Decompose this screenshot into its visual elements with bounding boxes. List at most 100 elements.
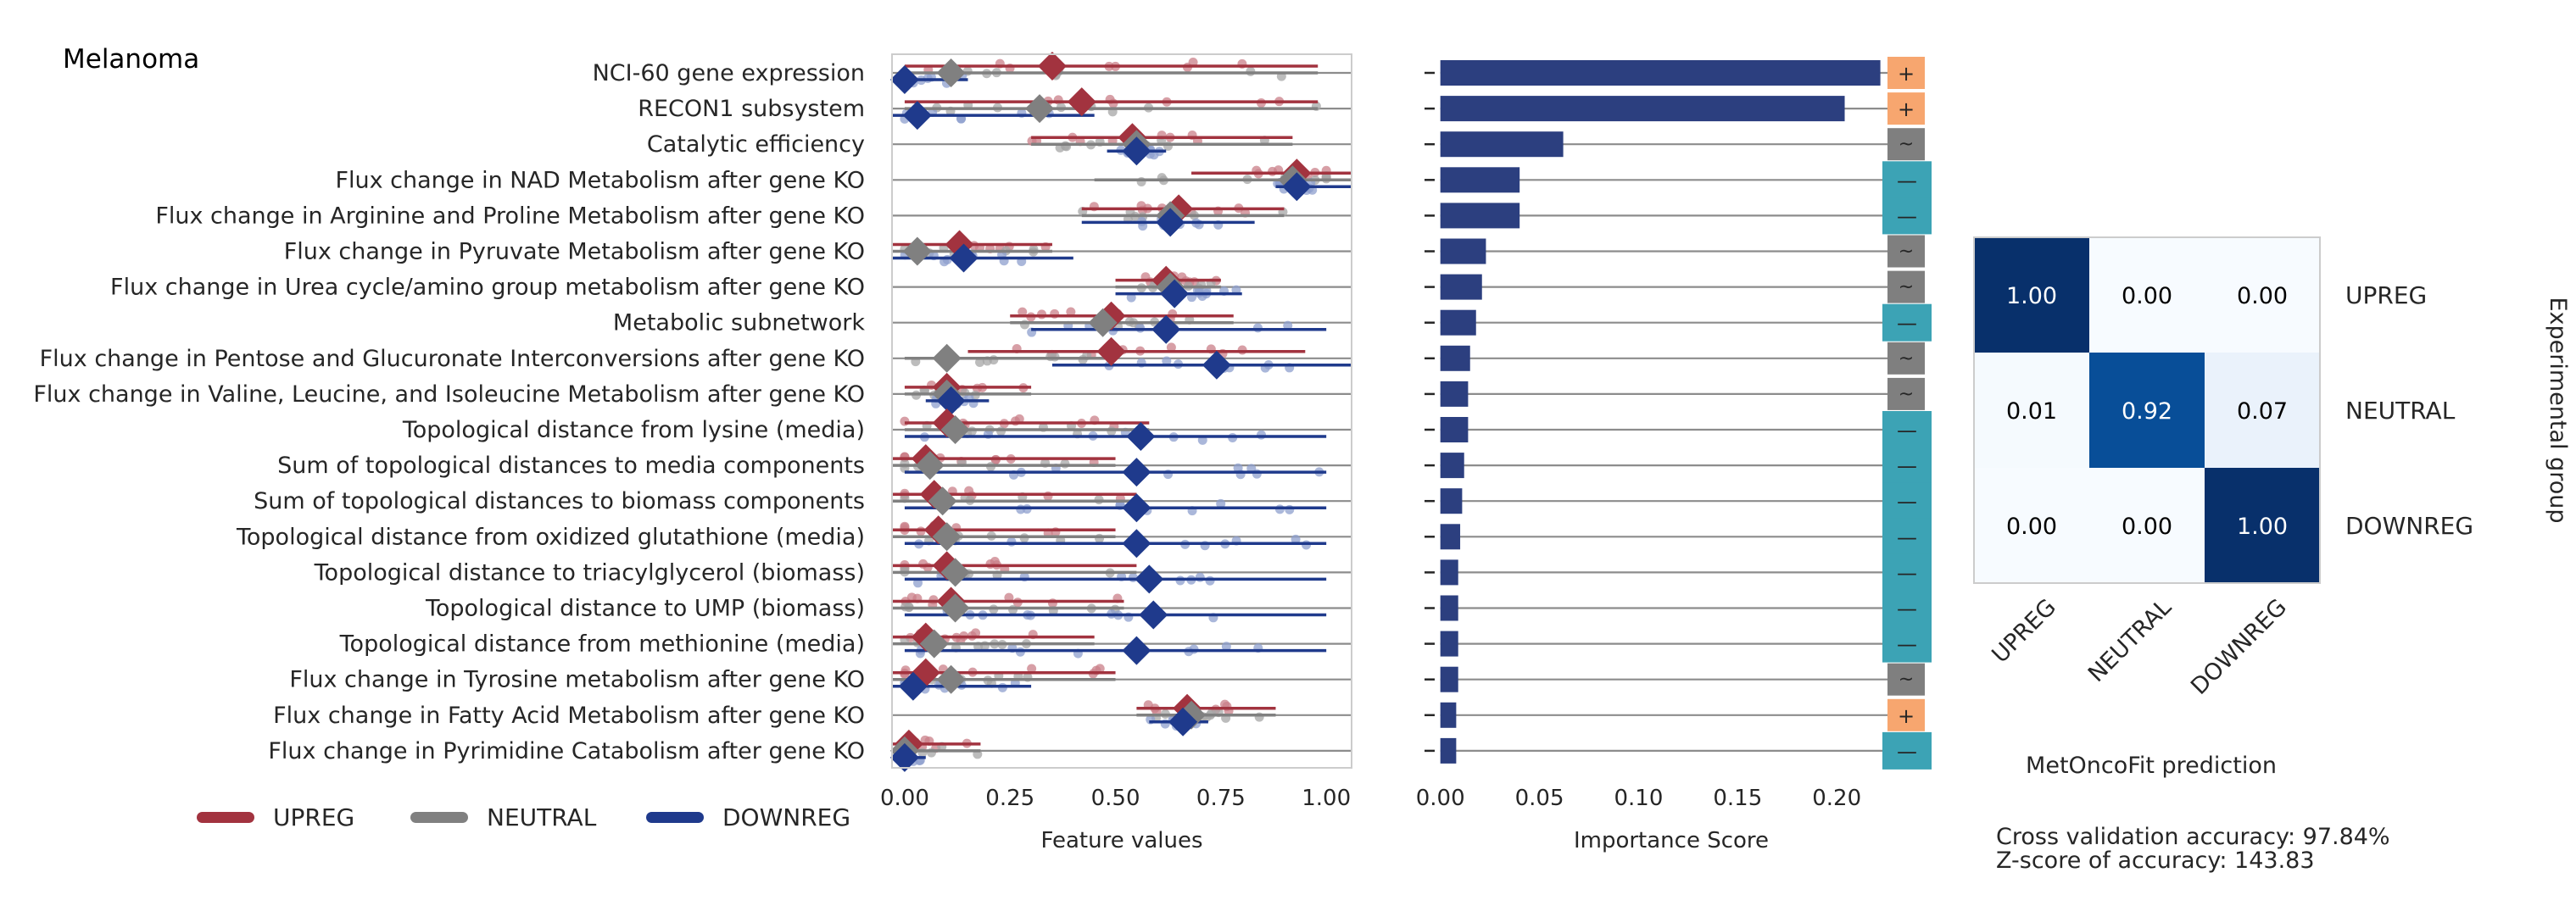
- feature-mean-diamond: [1067, 87, 1096, 117]
- confusion-matrix-cell: [2089, 468, 2205, 583]
- importance-x-label: Importance Score: [1574, 828, 1769, 853]
- feature-mean-diamond: [898, 671, 928, 701]
- cv-accuracy-text: Cross validation accuracy: 97.84%: [1996, 824, 2390, 850]
- feature-point: [1205, 575, 1215, 586]
- feature-point: [1066, 307, 1076, 317]
- feature-mean-diamond: [902, 236, 932, 266]
- direction-marker-box: [1882, 411, 1932, 448]
- direction-markers: + + ~ — — ~ ~ — ~ ~ — — — — — — — ~ + —: [1882, 57, 1932, 770]
- feature-mean-diamond: [1025, 94, 1055, 124]
- feature-value-means: [889, 52, 1312, 772]
- feature-mean-diamond: [1122, 136, 1151, 166]
- feature-mean-diamond: [949, 243, 979, 273]
- feature-point: [1162, 356, 1172, 366]
- importance-bar: [1440, 488, 1463, 514]
- importance-x-ticks: 0.00 0.05 0.10 0.15 0.20: [1416, 786, 1861, 811]
- importance-bar: [1440, 595, 1458, 621]
- legend-label-upreg: UPREG: [273, 803, 355, 831]
- direction-marker-symbol: —: [1897, 597, 1917, 621]
- direction-marker-box: [1887, 92, 1925, 125]
- feature-point: [1014, 414, 1024, 424]
- feature-point: [1027, 664, 1037, 674]
- feature-point: [1037, 309, 1047, 320]
- legend-item-downreg: DOWNREG: [646, 800, 850, 834]
- confusion-matrix-cell-value: 1.00: [2006, 283, 2057, 309]
- confusion-matrix-cell: [2205, 353, 2320, 468]
- confusion-matrix-cell: [2089, 353, 2205, 468]
- importance-tick-label: 0.10: [1614, 786, 1663, 811]
- feature-mean-diamond: [928, 486, 957, 516]
- feature-mean-diamond: [1088, 308, 1118, 337]
- importance-bar: [1440, 131, 1564, 158]
- feature-point: [1050, 352, 1060, 362]
- confusion-matrix-cell-value: 0.01: [2006, 398, 2057, 425]
- confusion-matrix-x-label: MetOncoFit prediction: [2026, 753, 2277, 779]
- feature-point: [920, 735, 930, 745]
- feature-mean-diamond: [940, 593, 970, 623]
- importance-bar: [1440, 559, 1458, 586]
- feature-values-tick-label: 0.50: [1091, 786, 1140, 811]
- direction-marker-symbol: —: [1897, 312, 1917, 336]
- direction-marker-symbol: ~: [1899, 242, 1914, 263]
- direction-marker-symbol: —: [1897, 525, 1917, 549]
- feature-label: Flux change in Pyruvate Metabolism after…: [284, 239, 865, 265]
- feature-point: [1018, 307, 1028, 317]
- feature-label: Catalytic efficiency: [647, 131, 865, 158]
- importance-bar: [1440, 96, 1845, 122]
- feature-point: [975, 358, 985, 368]
- confusion-matrix-frame: [1973, 236, 2321, 584]
- feature-point: [967, 426, 977, 436]
- direction-marker-symbol: +: [1898, 704, 1915, 728]
- importance-bar: [1440, 417, 1469, 442]
- direction-marker-box: [1882, 625, 1932, 663]
- direction-marker-box: [1882, 161, 1932, 199]
- feature-mean-diamond: [936, 664, 966, 694]
- direction-marker-box: [1882, 447, 1932, 485]
- feature-label: Flux change in NAD Metabolism after gene…: [335, 167, 865, 193]
- confusion-matrix-panel: 1.00 0.00 0.00 0.01 0.92 0.07 0.00 0.00 1.00 UPR…: [1973, 236, 2571, 779]
- feature-mean-diamond: [1126, 422, 1156, 451]
- feature-mean-diamond: [889, 65, 919, 94]
- direction-marker-symbol: ~: [1899, 134, 1914, 155]
- direction-marker-symbol: +: [1898, 97, 1915, 121]
- feature-mean-diamond: [1151, 314, 1181, 344]
- feature-point: [1016, 504, 1026, 514]
- feature-mean-diamond: [902, 101, 932, 131]
- feature-label: Flux change in Tyrosine metabolism after…: [289, 667, 865, 693]
- feature-values-panel: 0.00 0.25 0.50 0.75 1.00 Feature values: [880, 52, 1352, 853]
- direction-marker-box: [1887, 377, 1925, 410]
- feature-point: [1216, 498, 1226, 509]
- importance-bar: [1440, 203, 1520, 229]
- direction-marker-box: [1882, 553, 1932, 592]
- feature-mean-diamond: [889, 742, 919, 772]
- direction-marker-box: [1887, 128, 1925, 161]
- direction-marker-box: [1887, 663, 1925, 696]
- confusion-matrix-cell-value: 0.00: [2237, 283, 2288, 309]
- confusion-matrix-row-label: DOWNREG: [2345, 512, 2473, 540]
- confusion-matrix-cells: 1.00 0.00 0.00 0.01 0.92 0.07 0.00 0.00 1.00: [1974, 237, 2320, 583]
- feature-label: Sum of topological distances to media co…: [277, 453, 865, 479]
- feature-point: [1221, 642, 1231, 652]
- legend-item-neutral: NEUTRAL: [410, 800, 596, 834]
- feature-mean-diamond: [940, 558, 970, 587]
- confusion-matrix-cell-value: 1.00: [2237, 514, 2288, 540]
- confusion-matrix-cell: [2205, 237, 2320, 353]
- direction-marker-box: [1887, 342, 1925, 375]
- legend-item-upreg: UPREG: [197, 800, 354, 834]
- legend: UPREG NEUTRAL DOWNREG: [197, 800, 892, 834]
- zscore-text: Z-score of accuracy: 143.83: [1996, 848, 2315, 874]
- direction-marker-symbol: —: [1897, 419, 1917, 442]
- feature-mean-diamond: [1122, 458, 1151, 487]
- importance-bar: [1440, 666, 1458, 692]
- confusion-matrix-cell: [2089, 237, 2205, 353]
- feature-values-frame: [891, 53, 1352, 769]
- confusion-matrix-col-label: DOWNREG: [2186, 594, 2292, 700]
- feature-point: [1166, 342, 1176, 353]
- importance-bar: [1440, 737, 1457, 764]
- direction-marker-symbol: —: [1897, 740, 1917, 764]
- confusion-matrix-row-labels: UPREG NEUTRAL DOWNREG: [2345, 281, 2473, 540]
- feature-label: RECON1 subsystem: [638, 96, 865, 122]
- direction-marker-box: [1882, 303, 1932, 342]
- direction-marker-box: [1887, 270, 1925, 303]
